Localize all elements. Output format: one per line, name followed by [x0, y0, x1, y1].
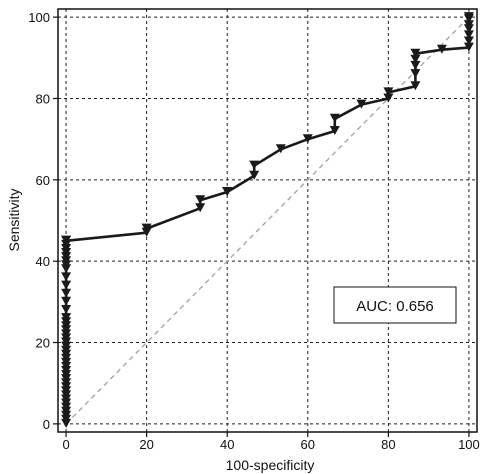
roc-point-marker	[302, 134, 313, 144]
roc-point-marker	[329, 126, 340, 135]
axis-ticks: 0 20 40 60 80 100 0 20 40 60 80 100	[28, 10, 479, 452]
roc-point-marker	[249, 160, 260, 170]
auc-annotation-text: AUC: 0.656	[356, 298, 434, 315]
roc-curve-markers	[61, 12, 474, 428]
roc-point-marker	[463, 12, 474, 22]
x-tick-label: 60	[301, 437, 315, 452]
x-tick-label: 40	[220, 437, 234, 452]
roc-point-marker	[410, 48, 421, 58]
auc-annotation: AUC: 0.656	[333, 286, 457, 324]
y-tick-label: 100	[28, 10, 50, 25]
roc-point-marker	[463, 42, 474, 52]
roc-point-marker	[141, 223, 152, 233]
roc-point-marker	[61, 288, 72, 298]
roc-point-marker	[195, 195, 206, 205]
roc-point-marker	[329, 113, 340, 123]
roc-point-marker	[410, 54, 421, 64]
roc-point-marker	[436, 44, 447, 54]
y-tick-label: 0	[43, 417, 50, 432]
reference-diagonal-line	[65, 16, 470, 425]
roc-point-marker	[410, 69, 421, 79]
y-tick-label: 40	[36, 254, 50, 269]
x-tick-label: 100	[458, 437, 480, 452]
x-tick-label: 20	[139, 437, 153, 452]
roc-point-marker	[61, 235, 72, 245]
y-tick-label: 80	[36, 91, 50, 106]
roc-point-marker	[61, 272, 72, 282]
roc-point-marker	[61, 296, 72, 306]
roc-point-marker	[383, 87, 394, 97]
roc-point-marker	[410, 60, 421, 70]
roc-point-marker	[61, 313, 72, 323]
x-axis-title: 100-specificity	[226, 457, 315, 473]
gridlines	[58, 9, 477, 432]
roc-point-marker	[383, 93, 394, 103]
roc-point-marker	[61, 280, 72, 290]
roc-point-marker	[222, 187, 233, 196]
roc-point-marker	[275, 144, 286, 154]
y-tick-label: 60	[36, 173, 50, 188]
x-tick-label: 0	[62, 437, 69, 452]
roc-point-marker	[463, 30, 474, 40]
y-axis-title: Sensitivity	[6, 188, 22, 251]
roc-point-marker	[410, 81, 421, 91]
roc-point-marker	[61, 305, 72, 314]
roc-point-marker	[195, 203, 206, 213]
plot-area-frame	[57, 8, 478, 433]
x-tick-label: 80	[381, 437, 395, 452]
y-tick-label: 20	[36, 336, 50, 351]
roc-point-marker	[463, 36, 474, 46]
roc-point-marker	[249, 170, 260, 180]
roc-point-marker	[356, 99, 367, 109]
roc-point-marker	[463, 20, 474, 30]
